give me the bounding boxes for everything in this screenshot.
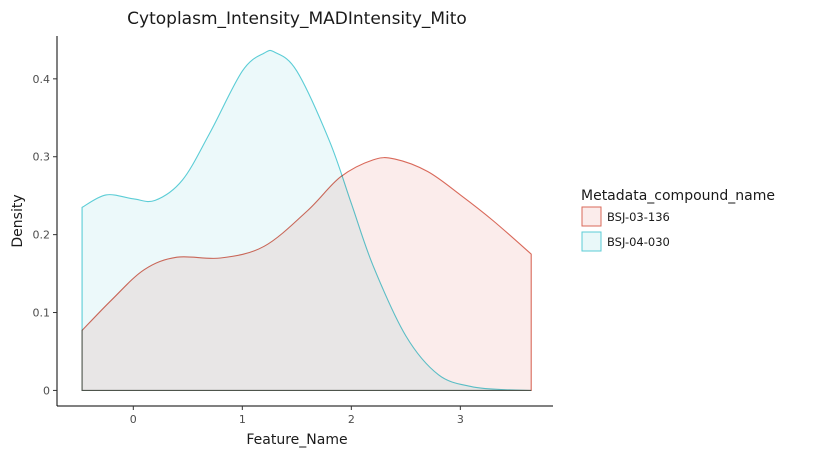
legend-swatch	[581, 206, 602, 227]
legend-swatch	[581, 231, 602, 252]
x-tick-label: 1	[239, 413, 246, 426]
legend-items: BSJ-03-136 BSJ-04-030	[581, 206, 670, 252]
x-axis-ticks: 0 1 2 3	[130, 406, 464, 426]
y-axis-label: Density	[10, 194, 26, 247]
y-tick-label: 0	[43, 384, 50, 397]
y-axis-ticks: 0 0.1 0.2 0.3 0.4	[33, 73, 57, 397]
legend: Metadata_compound_name BSJ-03-136 BSJ-04-…	[581, 188, 775, 252]
x-tick-label: 0	[130, 413, 137, 426]
plot-area	[81, 49, 532, 391]
y-tick-label: 0.1	[33, 307, 51, 320]
density-area-bsj-04-030	[81, 49, 532, 391]
legend-title: Metadata_compound_name	[581, 188, 775, 204]
x-axis-label: Feature_Name	[246, 432, 347, 448]
y-tick-label: 0.4	[33, 73, 51, 86]
x-tick-label: 3	[457, 413, 464, 426]
x-tick-label: 2	[348, 413, 355, 426]
legend-label: BSJ-03-136	[607, 210, 670, 224]
y-tick-label: 0.3	[33, 151, 51, 164]
chart-title: Cytoplasm_Intensity_MADIntensity_Mito	[127, 9, 467, 29]
legend-label: BSJ-04-030	[607, 235, 670, 249]
y-tick-label: 0.2	[33, 229, 51, 242]
